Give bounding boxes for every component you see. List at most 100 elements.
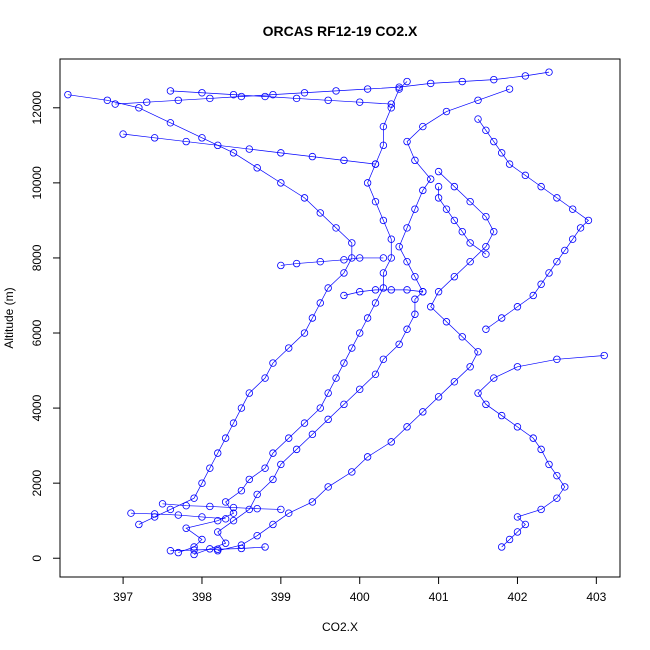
data-point <box>245 145 253 153</box>
x-tick-label: 402 <box>507 590 527 604</box>
series-line-9 <box>115 71 550 105</box>
data-point <box>221 434 230 442</box>
data-point <box>245 389 253 397</box>
data-point <box>198 134 206 142</box>
x-tick-label: 400 <box>350 590 370 604</box>
series-line-11 <box>170 90 392 105</box>
data-point <box>427 303 435 311</box>
data-point <box>379 269 388 277</box>
data-point <box>450 378 459 386</box>
data-point <box>237 486 246 495</box>
data-point <box>395 340 403 348</box>
data-point <box>363 453 372 461</box>
data-point <box>403 224 411 232</box>
data-point <box>356 385 364 394</box>
data-point <box>245 475 253 484</box>
data-point <box>190 546 198 554</box>
data-point <box>521 72 530 80</box>
data-point <box>450 216 459 225</box>
data-point <box>332 87 340 95</box>
data-point <box>513 363 522 371</box>
data-point <box>166 119 175 127</box>
data-point <box>119 130 127 138</box>
data-point <box>158 500 167 508</box>
data-point <box>363 314 372 322</box>
data-point <box>300 329 309 337</box>
data-point <box>553 257 561 266</box>
data-point <box>600 351 608 360</box>
data-point <box>450 182 459 191</box>
data-point <box>308 314 317 322</box>
data-point <box>490 137 498 146</box>
data-point <box>482 242 490 251</box>
data-point <box>537 445 545 454</box>
data-point <box>568 235 577 243</box>
data-point <box>221 539 230 547</box>
data-point <box>403 286 411 294</box>
data-point <box>127 509 135 517</box>
series-line-8 <box>280 257 384 266</box>
series-line-1 <box>193 88 510 555</box>
data-point <box>166 87 175 95</box>
data-point <box>348 239 356 247</box>
data-point <box>206 502 214 511</box>
series-line-10 <box>123 133 376 165</box>
data-point <box>371 197 380 206</box>
data-point <box>221 515 230 523</box>
x-tick-label: 397 <box>113 590 133 604</box>
data-point <box>340 156 348 165</box>
data-point <box>497 411 506 420</box>
data-point <box>150 510 159 518</box>
data-point <box>553 355 561 363</box>
data-point <box>387 438 395 446</box>
data-point <box>214 449 222 457</box>
data-point <box>442 205 451 213</box>
data-point <box>505 85 514 93</box>
y-tick-label: 6000 <box>30 319 44 346</box>
data-point <box>214 516 222 525</box>
data-point <box>474 96 482 104</box>
data-point <box>356 288 364 296</box>
data-point <box>482 325 490 333</box>
series-line-7 <box>343 289 423 296</box>
data-point <box>277 179 285 187</box>
data-point <box>198 513 206 521</box>
data-point <box>340 359 348 367</box>
data-point <box>387 254 395 262</box>
data-point <box>466 239 474 247</box>
data-point <box>308 498 317 506</box>
data-point <box>229 90 238 99</box>
data-point <box>269 520 277 529</box>
data-point <box>403 137 411 146</box>
data-point <box>458 77 466 86</box>
data-point <box>229 419 238 427</box>
data-point <box>505 535 514 544</box>
data-point <box>584 216 593 225</box>
x-tick-label: 399 <box>271 590 291 604</box>
data-point <box>545 460 553 469</box>
data-point <box>458 333 466 341</box>
data-point <box>411 273 419 281</box>
data-point <box>403 257 411 266</box>
data-point <box>135 104 143 112</box>
data-point <box>371 160 380 168</box>
data-point <box>529 434 537 442</box>
data-point <box>387 235 395 243</box>
data-point <box>111 100 119 108</box>
x-axis-label: CO2.X <box>322 620 358 634</box>
data-point <box>576 224 585 232</box>
data-point <box>411 295 419 303</box>
data-point <box>419 288 427 296</box>
data-point <box>513 513 522 521</box>
data-point <box>103 96 112 104</box>
data-point <box>229 149 238 157</box>
data-point <box>505 160 514 168</box>
data-point <box>482 212 490 221</box>
data-point <box>237 544 246 553</box>
y-tick-label: 4000 <box>30 394 44 421</box>
data-point <box>411 310 419 318</box>
data-point <box>229 516 238 525</box>
data-point <box>513 423 522 431</box>
data-point <box>150 134 159 142</box>
